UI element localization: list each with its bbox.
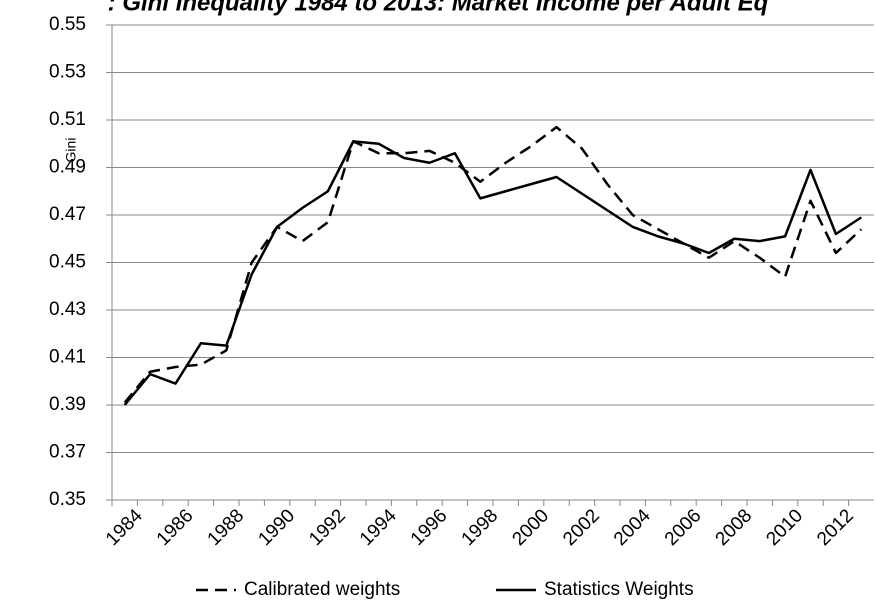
x-tick-label: 1986: [153, 505, 198, 550]
x-tick-label: 2004: [610, 505, 655, 550]
x-tick-label: 2000: [508, 505, 553, 550]
y-tick-label: 0.55: [49, 14, 86, 35]
y-tick-label: 0.39: [49, 394, 86, 415]
x-tick-label: 1992: [305, 505, 350, 550]
y-tick-label: 0.47: [49, 204, 86, 225]
legend-label: Statistics Weights: [544, 579, 694, 600]
series-line: [123, 140, 862, 406]
y-tick-label: 0.51: [49, 109, 86, 130]
x-tick-label: 2008: [712, 505, 757, 550]
y-tick-label: 0.45: [49, 252, 86, 273]
chart-title: : Gini Inequality 1984 to 2013: Market I…: [108, 0, 769, 16]
x-tick-label: 1990: [254, 505, 299, 550]
x-tick-label: 1996: [407, 505, 452, 550]
x-tick-label: 2002: [559, 505, 604, 550]
x-tick-label: 1984: [102, 505, 147, 550]
x-tick-label: 2010: [762, 505, 807, 550]
y-tick-label: 0.49: [49, 157, 86, 178]
y-tick-label: 0.43: [49, 299, 86, 320]
legend-label: Calibrated weights: [244, 579, 400, 600]
y-tick-label: 0.35: [49, 489, 86, 510]
y-tick-label: 0.53: [49, 62, 86, 83]
y-tick-label: 0.37: [49, 442, 86, 463]
x-tick-label: 2006: [661, 505, 706, 550]
x-tick-label: 1988: [204, 505, 249, 550]
y-axis-label: Gini: [63, 138, 79, 163]
x-tick-label: 1998: [458, 505, 503, 550]
x-tick-label: 1994: [356, 505, 401, 550]
series-line: [123, 125, 863, 404]
y-tick-label: 0.41: [49, 347, 86, 368]
x-tick-label: 2012: [813, 505, 858, 550]
